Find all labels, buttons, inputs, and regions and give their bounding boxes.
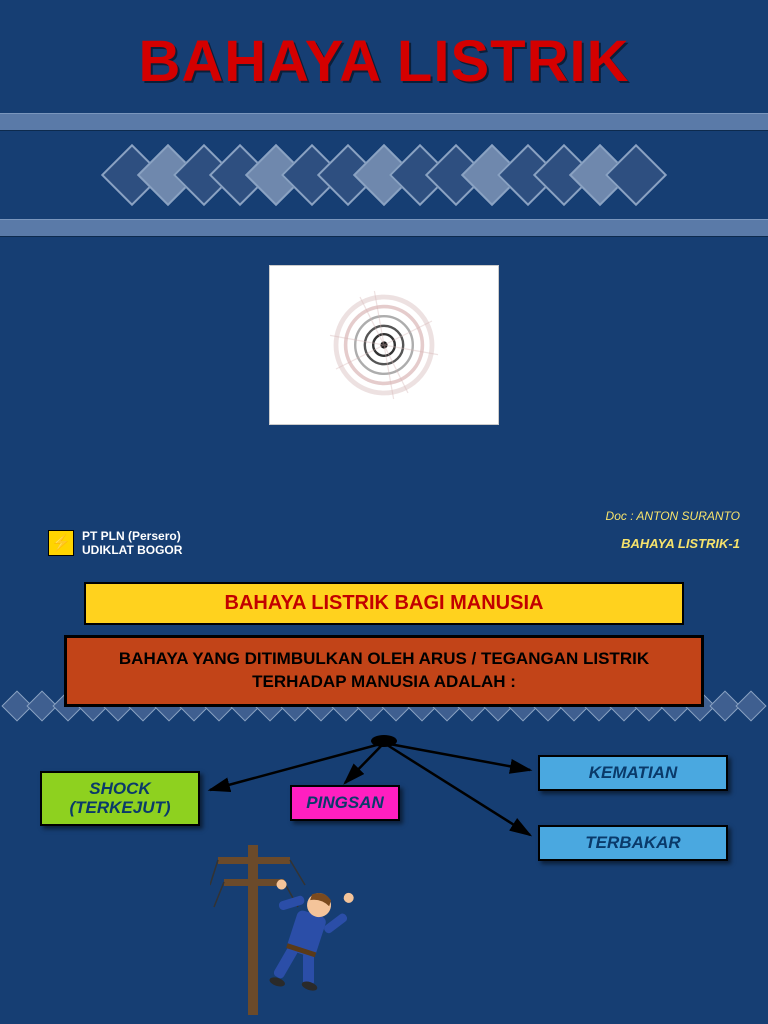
spiral-image xyxy=(269,265,499,425)
center-image-wrap xyxy=(0,265,768,425)
page-title: BAHAYA LISTRIK xyxy=(0,0,768,113)
diagram-arrows xyxy=(0,735,768,995)
doc-author: Doc : ANTON SURANTO xyxy=(0,505,768,525)
org-row: ⚡ PT PLN (Persero) UDIKLAT BOGOR BAHAYA … xyxy=(0,525,768,566)
subtitle-box: BAHAYA YANG DITIMBULKAN OLEH ARUS / TEGA… xyxy=(64,635,704,707)
org-text: PT PLN (Persero) UDIKLAT BOGOR xyxy=(82,529,182,558)
diamond-icon xyxy=(735,690,766,721)
org-line2: UDIKLAT BOGOR xyxy=(82,543,182,557)
divider-bar-bottom xyxy=(0,219,768,237)
section-title: BAHAYA LISTRIK BAGI MANUSIA xyxy=(84,582,684,625)
diamond-decoration-row xyxy=(0,145,768,205)
spiral-icon xyxy=(309,285,459,405)
hazard-diagram: SHOCK (TERKEJUT) PINGSAN KEMATIAN TERBAK… xyxy=(0,735,768,995)
pln-logo-icon: ⚡ xyxy=(48,530,74,556)
org-line1: PT PLN (Persero) xyxy=(82,529,182,543)
slide-tag: BAHAYA LISTRIK-1 xyxy=(621,536,740,551)
divider-bar-top xyxy=(0,113,768,131)
diamond-icon xyxy=(605,144,667,206)
